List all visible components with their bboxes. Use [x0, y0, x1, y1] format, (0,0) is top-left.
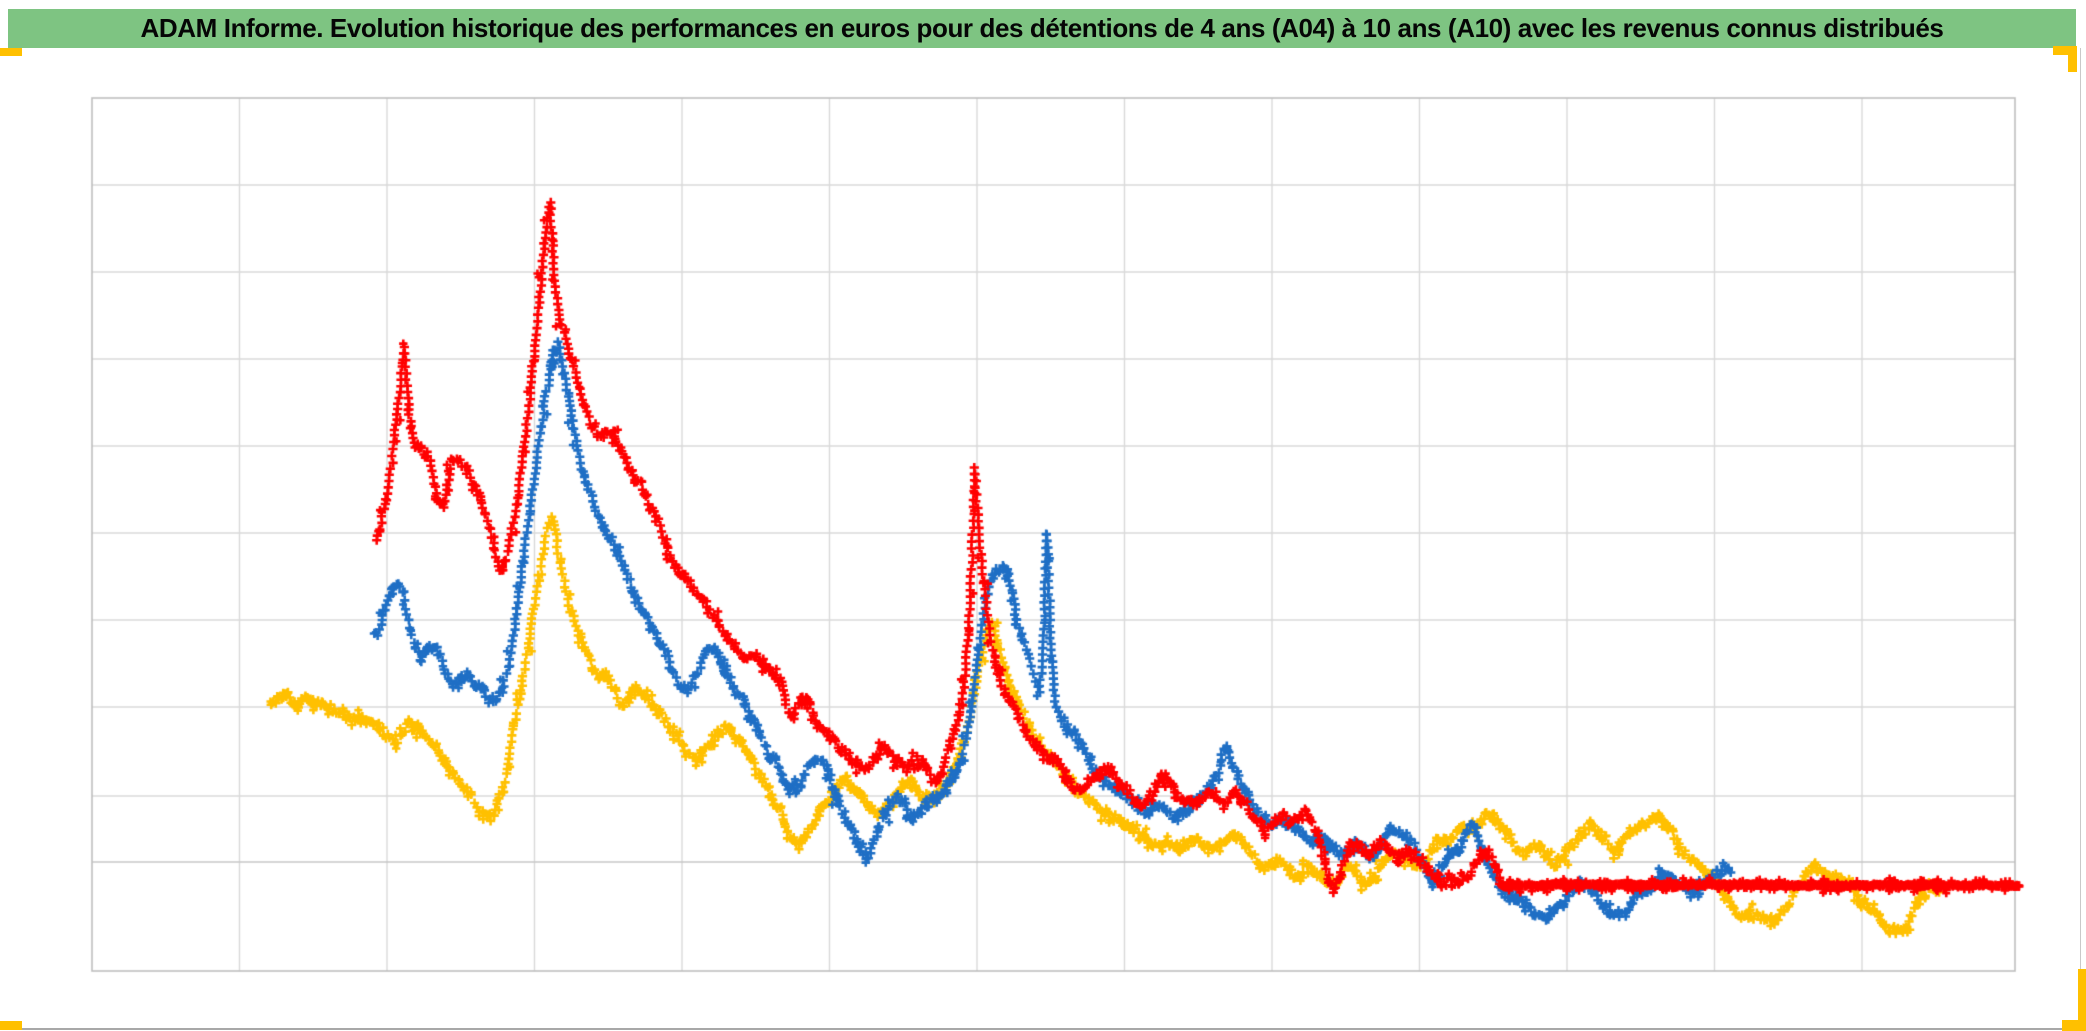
selection-handle-bottom-right-v[interactable]	[2078, 969, 2086, 1031]
selection-handle-top-right[interactable]	[2053, 46, 2077, 55]
selection-handle-bottom-right[interactable]	[2062, 1020, 2086, 1031]
chart-title: ADAM Informe. Evolution historique des p…	[140, 13, 1944, 43]
selection-handle-top-right-v[interactable]	[2068, 46, 2077, 72]
selection-handle-bottom-left[interactable]	[0, 1021, 22, 1030]
selection-handle-top-left[interactable]	[0, 48, 22, 56]
slide-edge-right	[2080, 48, 2081, 1031]
slide-edge-bottom	[0, 1028, 2086, 1030]
title-bar[interactable]: ADAM Informe. Evolution historique des p…	[8, 9, 2076, 48]
